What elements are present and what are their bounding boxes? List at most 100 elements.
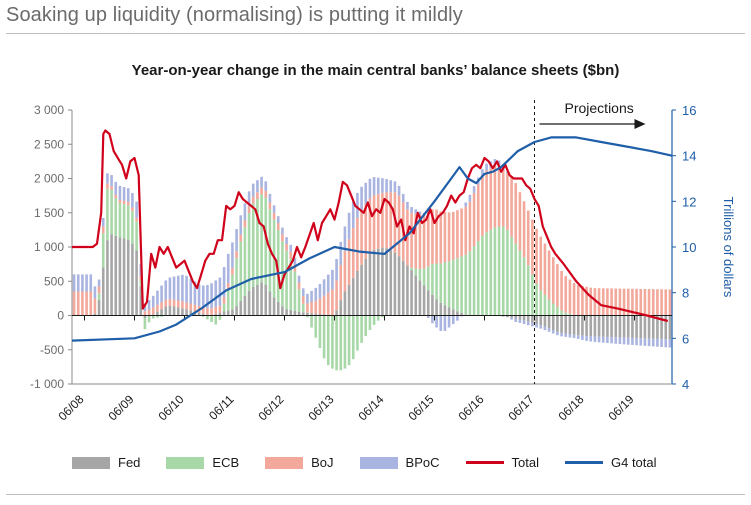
bar-ecb bbox=[331, 315, 334, 369]
bar-bpoc bbox=[114, 181, 118, 195]
bar-bpoc bbox=[443, 315, 447, 331]
bar-fed bbox=[635, 315, 638, 339]
bar-fed bbox=[143, 315, 147, 319]
bar-boj bbox=[281, 234, 284, 242]
bar-boj bbox=[122, 200, 126, 205]
bar-bpoc bbox=[260, 176, 263, 188]
bar-ecb bbox=[435, 263, 438, 300]
bar-fed bbox=[189, 310, 193, 316]
bar-boj bbox=[664, 289, 668, 316]
bar-boj bbox=[560, 270, 563, 311]
bar-boj bbox=[597, 288, 601, 316]
bar-fed bbox=[343, 291, 347, 316]
bar-boj bbox=[247, 206, 251, 214]
bar-fed bbox=[581, 315, 584, 336]
bar-bpoc bbox=[206, 284, 209, 309]
bar-fed bbox=[414, 275, 418, 316]
bar-boj bbox=[606, 288, 609, 316]
bar-fed bbox=[251, 286, 255, 316]
bar-boj bbox=[210, 308, 213, 315]
x-tick-label: 06/15 bbox=[405, 392, 436, 423]
bar-ecb bbox=[431, 264, 434, 295]
bar-bpoc bbox=[331, 269, 334, 290]
bar-boj bbox=[331, 289, 334, 316]
bar-fed bbox=[547, 315, 551, 329]
bar-ecb bbox=[114, 198, 118, 236]
bar-boj bbox=[589, 287, 593, 316]
chart-title: Year-on-year change in the main central … bbox=[131, 62, 620, 79]
bar-bpoc bbox=[364, 182, 368, 205]
bar-boj bbox=[235, 251, 238, 259]
legend-label-ecb: ECB bbox=[212, 455, 240, 470]
bar-boj bbox=[397, 195, 401, 257]
bar-bpoc bbox=[239, 215, 243, 235]
right-tick-label: 10 bbox=[682, 240, 696, 255]
bar-ecb bbox=[364, 315, 368, 337]
bar-ecb bbox=[293, 271, 297, 311]
bar-bpoc bbox=[272, 205, 276, 213]
bar-bpoc bbox=[93, 286, 97, 299]
bar-bpoc bbox=[314, 287, 318, 301]
projection-arrow-head bbox=[634, 119, 646, 129]
bar-ecb bbox=[239, 241, 243, 301]
legend-item-g4-total: G4 total bbox=[564, 455, 657, 470]
bar-boj bbox=[160, 302, 163, 310]
x-tick-label: 06/11 bbox=[206, 392, 237, 423]
bar-bpoc bbox=[639, 338, 643, 346]
bar-layer bbox=[72, 159, 672, 371]
bar-ecb bbox=[214, 315, 218, 325]
bar-bpoc bbox=[439, 315, 443, 331]
bar-bpoc bbox=[589, 336, 593, 342]
bar-bpoc bbox=[126, 188, 130, 202]
bar-bpoc bbox=[576, 335, 580, 339]
bar-ecb bbox=[418, 268, 422, 281]
bar-fed bbox=[131, 243, 134, 316]
bar-boj bbox=[97, 286, 101, 294]
bar-fed bbox=[235, 306, 238, 316]
bar-ecb bbox=[564, 312, 568, 316]
bar-fed bbox=[93, 313, 97, 316]
bar-fed bbox=[647, 315, 651, 339]
bar-ecb bbox=[510, 236, 513, 316]
bar-boj bbox=[272, 212, 276, 220]
bar-bpoc bbox=[181, 274, 184, 302]
bar-boj bbox=[218, 305, 222, 313]
bar-boj bbox=[351, 228, 355, 278]
bar-boj bbox=[497, 166, 501, 227]
bar-bpoc bbox=[356, 193, 359, 218]
bar-bpoc bbox=[176, 275, 180, 301]
bar-ecb bbox=[360, 315, 363, 343]
bar-boj bbox=[485, 170, 488, 233]
bar-bpoc bbox=[297, 275, 301, 283]
bar-fed bbox=[285, 309, 288, 316]
bar-fed bbox=[247, 290, 251, 316]
bar-bpoc bbox=[218, 277, 222, 306]
bar-boj bbox=[72, 291, 76, 316]
bar-boj bbox=[181, 301, 184, 309]
bar-bpoc bbox=[431, 315, 434, 324]
bar-boj bbox=[501, 169, 505, 227]
bar-boj bbox=[135, 217, 138, 222]
bar-bpoc bbox=[222, 266, 226, 297]
bar-bpoc bbox=[293, 257, 297, 265]
bar-fed bbox=[231, 309, 234, 316]
bar-fed bbox=[239, 300, 243, 316]
bar-ecb bbox=[347, 315, 351, 366]
bar-fed bbox=[543, 315, 547, 327]
bar-boj bbox=[660, 289, 663, 316]
x-tick-label: 06/18 bbox=[555, 392, 586, 423]
bar-fed bbox=[110, 234, 113, 316]
bar-boj bbox=[406, 209, 409, 266]
bar-ecb bbox=[276, 229, 280, 302]
bar-boj bbox=[551, 257, 555, 304]
bar-ecb bbox=[297, 289, 301, 312]
bar-bpoc bbox=[276, 216, 280, 224]
bar-ecb bbox=[468, 251, 472, 316]
bar-bpoc bbox=[531, 322, 534, 327]
bar-ecb bbox=[285, 250, 288, 310]
bar-boj bbox=[431, 209, 434, 265]
bar-bpoc bbox=[568, 334, 572, 338]
bar-boj bbox=[326, 292, 330, 315]
bar-boj bbox=[239, 234, 243, 242]
bar-bpoc bbox=[343, 226, 347, 252]
